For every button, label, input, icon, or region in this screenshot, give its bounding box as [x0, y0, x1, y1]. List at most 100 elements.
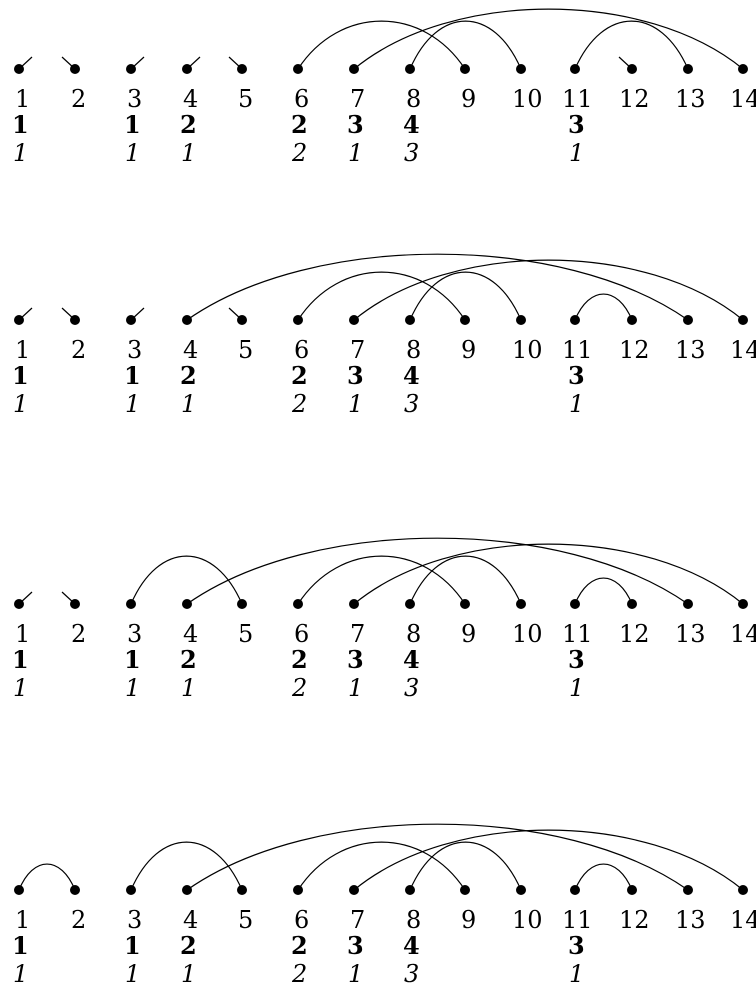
- vertex-dot: [627, 599, 637, 609]
- bold-value: 4: [403, 110, 420, 139]
- arc-3-5: [130, 841, 243, 891]
- vertex-dot: [293, 885, 303, 895]
- vertex-dot: [182, 64, 192, 74]
- vertex-label: 8: [406, 906, 421, 934]
- vertex-label: 10: [512, 906, 543, 934]
- vertex-dot: [237, 885, 247, 895]
- vertex-dot: [683, 315, 693, 325]
- italic-value: 1: [13, 960, 28, 988]
- vertex-label: 3: [127, 85, 142, 113]
- vertex-label: 8: [406, 85, 421, 113]
- bold-value: 3: [347, 110, 364, 139]
- vertex-dot: [14, 64, 24, 74]
- bold-value: 3: [568, 931, 585, 960]
- vertex-dot: [683, 64, 693, 74]
- italic-value: 2: [291, 390, 307, 418]
- bold-value: 4: [403, 931, 420, 960]
- vertex-label: 3: [127, 336, 142, 364]
- vertex-label: 4: [183, 85, 198, 113]
- bold-value: 2: [180, 110, 197, 139]
- vertex-dot: [683, 885, 693, 895]
- italic-value: 1: [181, 674, 196, 702]
- vertex-label: 13: [675, 620, 706, 648]
- vertex-dot: [405, 64, 415, 74]
- vertex-label: 7: [350, 906, 365, 934]
- italic-value: 2: [291, 960, 307, 988]
- vertex-dot: [70, 315, 80, 325]
- vertex-dot: [14, 885, 24, 895]
- bold-value: 4: [403, 361, 420, 390]
- vertex-label: 9: [461, 336, 476, 364]
- vertex-dot: [683, 599, 693, 609]
- vertex-dot: [738, 64, 748, 74]
- vertex-dot: [293, 599, 303, 609]
- bold-value: 3: [568, 361, 585, 390]
- vertex-label: 6: [294, 85, 309, 113]
- bold-value: 2: [180, 645, 197, 674]
- italic-value: 1: [13, 390, 28, 418]
- vertex-label: 9: [461, 620, 476, 648]
- arc-6-9: [297, 555, 466, 605]
- vertex-label: 12: [619, 336, 650, 364]
- vertex-label: 14: [730, 906, 756, 934]
- bold-value: 2: [291, 361, 308, 390]
- bold-value: 2: [180, 361, 197, 390]
- vertex-label: 1: [15, 85, 30, 113]
- italic-value: 1: [125, 390, 140, 418]
- arc-11-12: [574, 863, 633, 891]
- italic-value: 1: [181, 139, 196, 167]
- vertex-label: 7: [350, 620, 365, 648]
- italic-value: 1: [569, 674, 584, 702]
- vertex-dot: [570, 315, 580, 325]
- arc-6-9: [297, 271, 466, 321]
- vertex-dot: [70, 885, 80, 895]
- vertex-dot: [460, 64, 470, 74]
- italic-value: 1: [348, 139, 363, 167]
- vertex-dot: [349, 64, 359, 74]
- vertex-label: 4: [183, 620, 198, 648]
- arc-7-14: [353, 8, 744, 70]
- bold-value: 1: [12, 110, 29, 139]
- vertex-dot: [70, 64, 80, 74]
- bold-value: 3: [347, 931, 364, 960]
- vertex-dot: [738, 885, 748, 895]
- vertex-dot: [70, 599, 80, 609]
- vertex-label: 6: [294, 620, 309, 648]
- vertex-label: 10: [512, 336, 543, 364]
- bold-value: 2: [291, 110, 308, 139]
- vertex-label: 10: [512, 620, 543, 648]
- italic-value: 1: [348, 674, 363, 702]
- vertex-dot: [349, 599, 359, 609]
- arc-11-12: [574, 577, 633, 605]
- bold-value: 2: [180, 931, 197, 960]
- vertex-dot: [627, 64, 637, 74]
- bold-value: 4: [403, 645, 420, 674]
- vertex-label: 14: [730, 620, 756, 648]
- italic-value: 2: [291, 139, 307, 167]
- italic-value: 1: [125, 674, 140, 702]
- vertex-dot: [237, 599, 247, 609]
- italic-value: 1: [13, 139, 28, 167]
- vertex-label: 1: [15, 906, 30, 934]
- arc-8-10: [409, 20, 522, 70]
- italic-value: 1: [569, 139, 584, 167]
- vertex-dot: [627, 315, 637, 325]
- vertex-label: 2: [71, 336, 86, 364]
- vertex-dot: [126, 885, 136, 895]
- bold-value: 3: [347, 645, 364, 674]
- bold-value: 3: [568, 645, 585, 674]
- vertex-dot: [460, 885, 470, 895]
- italic-value: 3: [404, 139, 419, 167]
- vertex-label: 11: [562, 85, 593, 113]
- vertex-label: 4: [183, 336, 198, 364]
- bold-value: 1: [124, 361, 141, 390]
- vertex-dot: [570, 885, 580, 895]
- vertex-label: 12: [619, 906, 650, 934]
- bold-value: 1: [12, 645, 29, 674]
- vertex-dot: [738, 315, 748, 325]
- vertex-dot: [516, 885, 526, 895]
